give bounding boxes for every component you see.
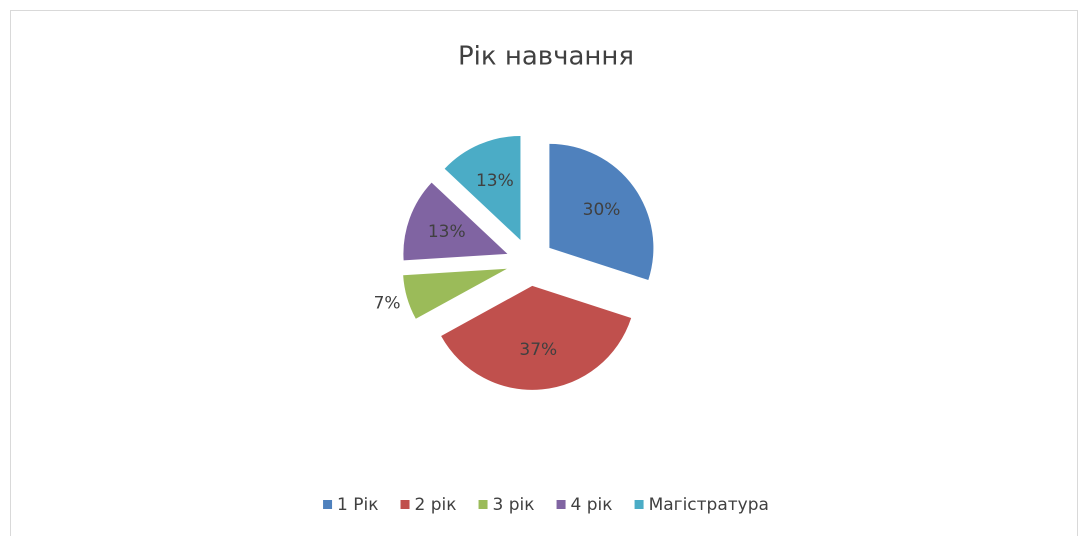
legend-label: 1 Рік [337, 495, 378, 515]
legend-label: Магістратура [649, 495, 769, 515]
legend-swatch [323, 500, 333, 509]
data-label: 7% [374, 294, 401, 314]
data-label: 13% [476, 171, 514, 191]
legend-label: 2 рік [415, 495, 457, 515]
legend-swatch [478, 500, 488, 509]
legend-label: 4 рік [571, 495, 613, 515]
legend-label: 3 рік [493, 495, 535, 515]
pie-slice [444, 135, 521, 240]
data-label: 37% [519, 340, 557, 360]
data-label: 13% [428, 222, 466, 242]
data-label: 30% [583, 200, 621, 220]
pie-slice [403, 182, 508, 261]
legend-swatch [556, 500, 566, 509]
legend-swatch [400, 500, 410, 509]
pie-slice [441, 285, 632, 390]
pie-slice [403, 268, 507, 319]
legend-swatch [634, 500, 644, 509]
chart-frame [10, 10, 1078, 536]
chart-title: Рік навчання [458, 42, 634, 72]
pie-slice [549, 143, 654, 281]
